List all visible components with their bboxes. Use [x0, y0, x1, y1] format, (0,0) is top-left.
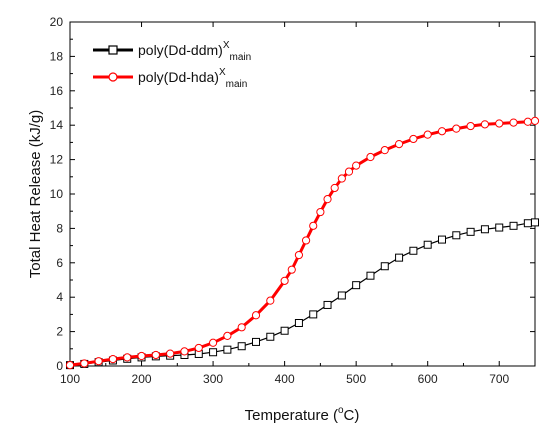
x-tick-label-100: 100	[60, 372, 80, 386]
data-point	[316, 207, 325, 217]
data-point	[452, 124, 461, 133]
x-tick-label-200: 200	[132, 372, 152, 386]
data-point	[209, 348, 218, 357]
x-tick-label-600: 600	[418, 372, 438, 386]
data-point	[301, 236, 311, 245]
data-point	[452, 231, 461, 240]
data-point	[280, 276, 289, 285]
x-tick-label-300: 300	[203, 372, 223, 386]
data-point	[480, 225, 489, 234]
data-point	[523, 117, 532, 126]
data-point	[237, 323, 246, 332]
y-tick-label-0: 0	[56, 359, 63, 373]
y-tick-label-6: 6	[56, 256, 63, 270]
data-point	[523, 219, 532, 228]
data-point	[237, 342, 246, 351]
legend-item-ddm: poly(Dd-ddm)Xmain	[93, 40, 251, 63]
y-axis-title: Total Heat Release (kJ/g)	[27, 110, 44, 278]
data-point	[65, 361, 75, 370]
data-point	[438, 235, 446, 244]
x-axis-title: Temperature (oC)	[245, 405, 360, 424]
legend-label-ddm: poly(Dd-ddm)Xmain	[138, 40, 251, 63]
data-point	[509, 221, 518, 230]
data-point	[366, 271, 375, 280]
data-point	[531, 218, 539, 227]
data-point	[123, 353, 132, 362]
data-point	[194, 343, 203, 353]
data-point	[394, 140, 404, 149]
data-point	[495, 119, 504, 128]
y-tick-label-18: 18	[50, 49, 64, 63]
data-point	[337, 291, 346, 300]
data-point	[423, 240, 432, 249]
data-point	[495, 223, 504, 232]
data-point	[309, 310, 318, 319]
data-point	[466, 121, 475, 131]
legend: poly(Dd-ddm)Xmain poly(Dd-hda)Xmain	[93, 40, 251, 90]
data-point	[366, 152, 375, 162]
y-tick-label-20: 20	[50, 15, 64, 29]
data-point	[352, 281, 361, 290]
series-line-0	[69, 221, 536, 366]
data-point	[251, 311, 261, 320]
legend-marker-ddm	[108, 45, 118, 55]
data-point	[180, 347, 189, 356]
data-point	[423, 130, 432, 139]
axis-ticks: 100 200 300 400 500 600 700 0 2 4 6 8 10 12 14 16 18 20	[50, 15, 535, 386]
series-1	[65, 116, 540, 370]
data-point	[466, 227, 475, 236]
data-point	[294, 319, 303, 327]
data-point	[409, 246, 418, 255]
data-point	[344, 167, 354, 176]
data-point	[294, 250, 304, 260]
data-point	[80, 359, 89, 368]
data-point	[94, 357, 103, 366]
data-point	[108, 355, 118, 364]
data-point	[380, 146, 389, 155]
series-layer	[65, 116, 540, 370]
y-tick-label-8: 8	[56, 221, 63, 235]
data-point	[509, 118, 518, 127]
x-tick-label-400: 400	[275, 372, 295, 386]
y-tick-label-10: 10	[50, 187, 64, 201]
y-tick-label-14: 14	[50, 118, 64, 132]
data-point	[409, 134, 418, 144]
data-point	[223, 331, 232, 340]
data-point	[395, 253, 404, 262]
data-point	[330, 183, 339, 193]
data-point	[309, 221, 318, 230]
series-line-1	[69, 119, 536, 367]
data-point	[151, 350, 160, 360]
data-point	[287, 265, 296, 274]
data-point	[480, 120, 490, 129]
x-tick-label-500: 500	[346, 372, 366, 386]
data-point	[337, 174, 346, 183]
data-point	[352, 161, 361, 170]
data-point	[266, 332, 275, 341]
legend-marker-hda	[108, 72, 118, 82]
data-point	[323, 195, 332, 204]
y-tick-label-16: 16	[50, 84, 64, 98]
y-tick-label-12: 12	[50, 153, 64, 167]
y-tick-label-4: 4	[56, 290, 63, 304]
y-tick-label-2: 2	[56, 325, 63, 339]
data-point	[137, 351, 146, 361]
data-point	[280, 326, 289, 335]
data-point	[266, 296, 275, 305]
data-point	[323, 300, 332, 309]
data-point	[223, 345, 232, 354]
data-point	[166, 349, 175, 358]
data-point	[252, 337, 260, 346]
data-point	[437, 127, 447, 136]
x-tick-label-700: 700	[489, 372, 509, 386]
data-point	[208, 338, 218, 347]
data-point	[380, 262, 389, 271]
legend-item-hda: poly(Dd-hda)Xmain	[93, 67, 247, 90]
legend-label-hda: poly(Dd-hda)Xmain	[138, 67, 247, 90]
data-point	[530, 116, 540, 126]
